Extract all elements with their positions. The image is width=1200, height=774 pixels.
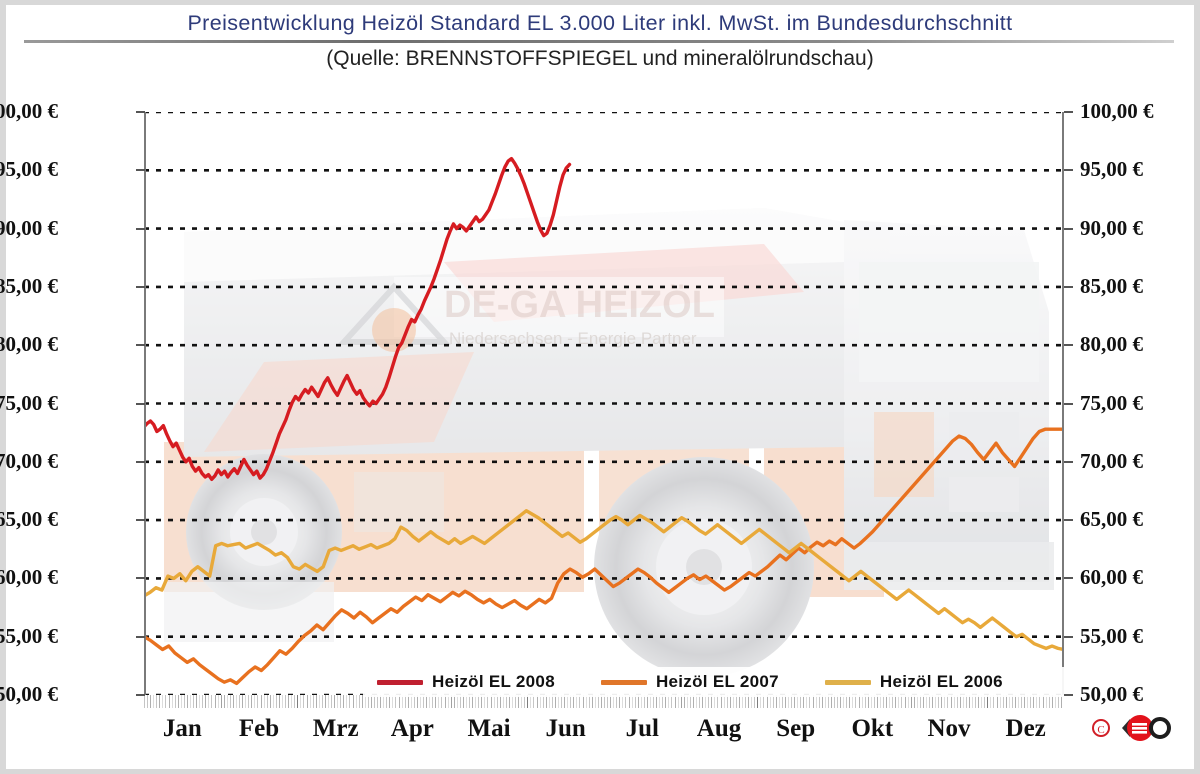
y-axis-tick-right bbox=[1064, 635, 1073, 638]
plot-frame-border bbox=[144, 112, 1064, 695]
x-axis-label-nov: Nov bbox=[927, 715, 971, 742]
series-line-2 bbox=[144, 509, 1064, 652]
y-axis-label-right: 100,00 € bbox=[1080, 99, 1154, 123]
series-line-1 bbox=[144, 427, 1064, 686]
legend-item-2006: Heizöl EL 2006 bbox=[824, 672, 1003, 692]
y-axis-tick-right bbox=[1064, 169, 1073, 172]
y-axis-tick-left bbox=[136, 227, 145, 230]
chart-legend: Heizöl EL 2008 Heizöl EL 2007 Heizöl EL … bbox=[363, 667, 1068, 697]
legend-label-2006: Heizöl EL 2006 bbox=[879, 672, 1003, 691]
y-axis-tick-right bbox=[1064, 460, 1073, 463]
y-axis-label-left: 55,00 € bbox=[0, 623, 58, 648]
y-axis-tick-right bbox=[1064, 694, 1073, 696]
x-axis-daily-ticks bbox=[144, 695, 1064, 708]
y-axis-label-right: 95,00 € bbox=[1080, 157, 1143, 182]
legend-item-2007: Heizöl EL 2007 bbox=[600, 672, 779, 692]
legend-item-2008: Heizöl EL 2008 bbox=[377, 672, 555, 692]
y-axis-label-left: 70,00 € bbox=[0, 448, 58, 473]
y-axis-label-right: 65,00 € bbox=[1080, 507, 1143, 532]
y-axis-tick-right bbox=[1064, 519, 1073, 522]
title-block: Preisentwicklung Heizöl Standard EL 3.00… bbox=[6, 11, 1194, 39]
legend-swatch-2008 bbox=[377, 679, 423, 685]
y-axis-label-right: 50,00 € bbox=[1080, 682, 1143, 706]
y-axis-tick-right bbox=[1064, 577, 1073, 580]
y-axis-label-left: 95,00 € bbox=[0, 157, 58, 182]
series-line-0 bbox=[144, 156, 572, 481]
background-truck-watermark: DE-GA HEIZÖL Niedersachsen - Energie Par… bbox=[144, 112, 1064, 695]
x-axis-label-mrz: Mrz bbox=[312, 715, 359, 742]
x-axis-label-dez: Dez bbox=[1005, 715, 1046, 742]
y-axis-tick-left bbox=[136, 402, 145, 405]
chart-subtitle: (Quelle: BRENNSTOFFSPIEGEL und mineralöl… bbox=[326, 47, 874, 70]
truck-watermark-svg: DE-GA HEIZÖL Niedersachsen - Energie Par… bbox=[164, 208, 1054, 677]
y-axis-label-right: 85,00 € bbox=[1080, 273, 1143, 298]
y-axis-tick-right bbox=[1064, 402, 1073, 405]
y-axis-tick-left bbox=[136, 111, 145, 113]
x-axis-label-mai: Mai bbox=[467, 715, 511, 742]
y-axis-tick-left bbox=[136, 635, 145, 638]
y-axis-tick-right bbox=[1064, 344, 1073, 347]
y-axis-label-left: 50,00 € bbox=[0, 682, 58, 706]
y-axis-label-right: 60,00 € bbox=[1080, 565, 1143, 590]
x-axis-label-apr: Apr bbox=[390, 715, 434, 742]
y-axis-label-left: 85,00 € bbox=[0, 273, 58, 298]
y-axis-tick-left bbox=[136, 285, 145, 288]
y-axis-tick-left bbox=[136, 519, 145, 522]
title-underline-rule bbox=[24, 40, 1174, 43]
legend-label-2007: Heizöl EL 2007 bbox=[655, 672, 779, 691]
y-axis-label-left: 60,00 € bbox=[0, 565, 58, 590]
y-axis-tick-left bbox=[136, 694, 145, 696]
x-axis-label-feb: Feb bbox=[238, 715, 280, 742]
x-axis-label-aug: Aug bbox=[696, 715, 742, 742]
y-axis-label-left: 100,00 € bbox=[0, 99, 58, 123]
y-axis-label-left: 65,00 € bbox=[0, 507, 58, 532]
copyright-symbol: C bbox=[1097, 724, 1104, 736]
svg-text:DE-GA HEIZÖL: DE-GA HEIZÖL bbox=[444, 283, 715, 326]
y-axis-tick-left bbox=[136, 344, 145, 347]
y-axis-label-right: 55,00 € bbox=[1080, 623, 1143, 648]
svg-text:Niedersachsen - Energie Partne: Niedersachsen - Energie Partner bbox=[449, 329, 697, 348]
y-axis-label-right: 80,00 € bbox=[1080, 332, 1143, 357]
x-axis-label-jan: Jan bbox=[162, 715, 202, 742]
legend-swatch-2006 bbox=[824, 679, 871, 685]
x-axis-label-jun: Jun bbox=[545, 715, 586, 742]
y-axis-label-right: 70,00 € bbox=[1080, 448, 1143, 473]
y-axis-tick-right bbox=[1064, 285, 1073, 288]
y-axis-tick-right bbox=[1064, 227, 1073, 230]
y-axis-label-left: 90,00 € bbox=[0, 215, 58, 240]
y-axis-tick-left bbox=[136, 169, 145, 172]
logo-svg: C bbox=[1092, 715, 1171, 741]
x-axis-label-jul: Jul bbox=[625, 715, 659, 742]
legend-swatch-2007 bbox=[600, 679, 647, 685]
y-axis-tick-right bbox=[1064, 111, 1073, 113]
esyoil-logo: C bbox=[1092, 711, 1172, 743]
y-axis-label-left: 80,00 € bbox=[0, 332, 58, 357]
y-axis-label-right: 75,00 € bbox=[1080, 390, 1143, 415]
y-axis-tick-left bbox=[136, 460, 145, 463]
legend-label-2008: Heizöl EL 2008 bbox=[432, 672, 555, 691]
plot-area: DE-GA HEIZÖL Niedersachsen - Energie Par… bbox=[144, 112, 1064, 695]
y-axis-label-right: 90,00 € bbox=[1080, 215, 1143, 240]
page-title: Preisentwicklung Heizöl Standard EL 3.00… bbox=[187, 11, 1013, 35]
x-axis-label-okt: Okt bbox=[851, 715, 894, 742]
series-lines bbox=[144, 156, 1064, 686]
x-axis-label-sep: Sep bbox=[776, 715, 816, 742]
y-axis-tick-left bbox=[136, 577, 145, 580]
y-axis-label-left: 75,00 € bbox=[0, 390, 58, 415]
